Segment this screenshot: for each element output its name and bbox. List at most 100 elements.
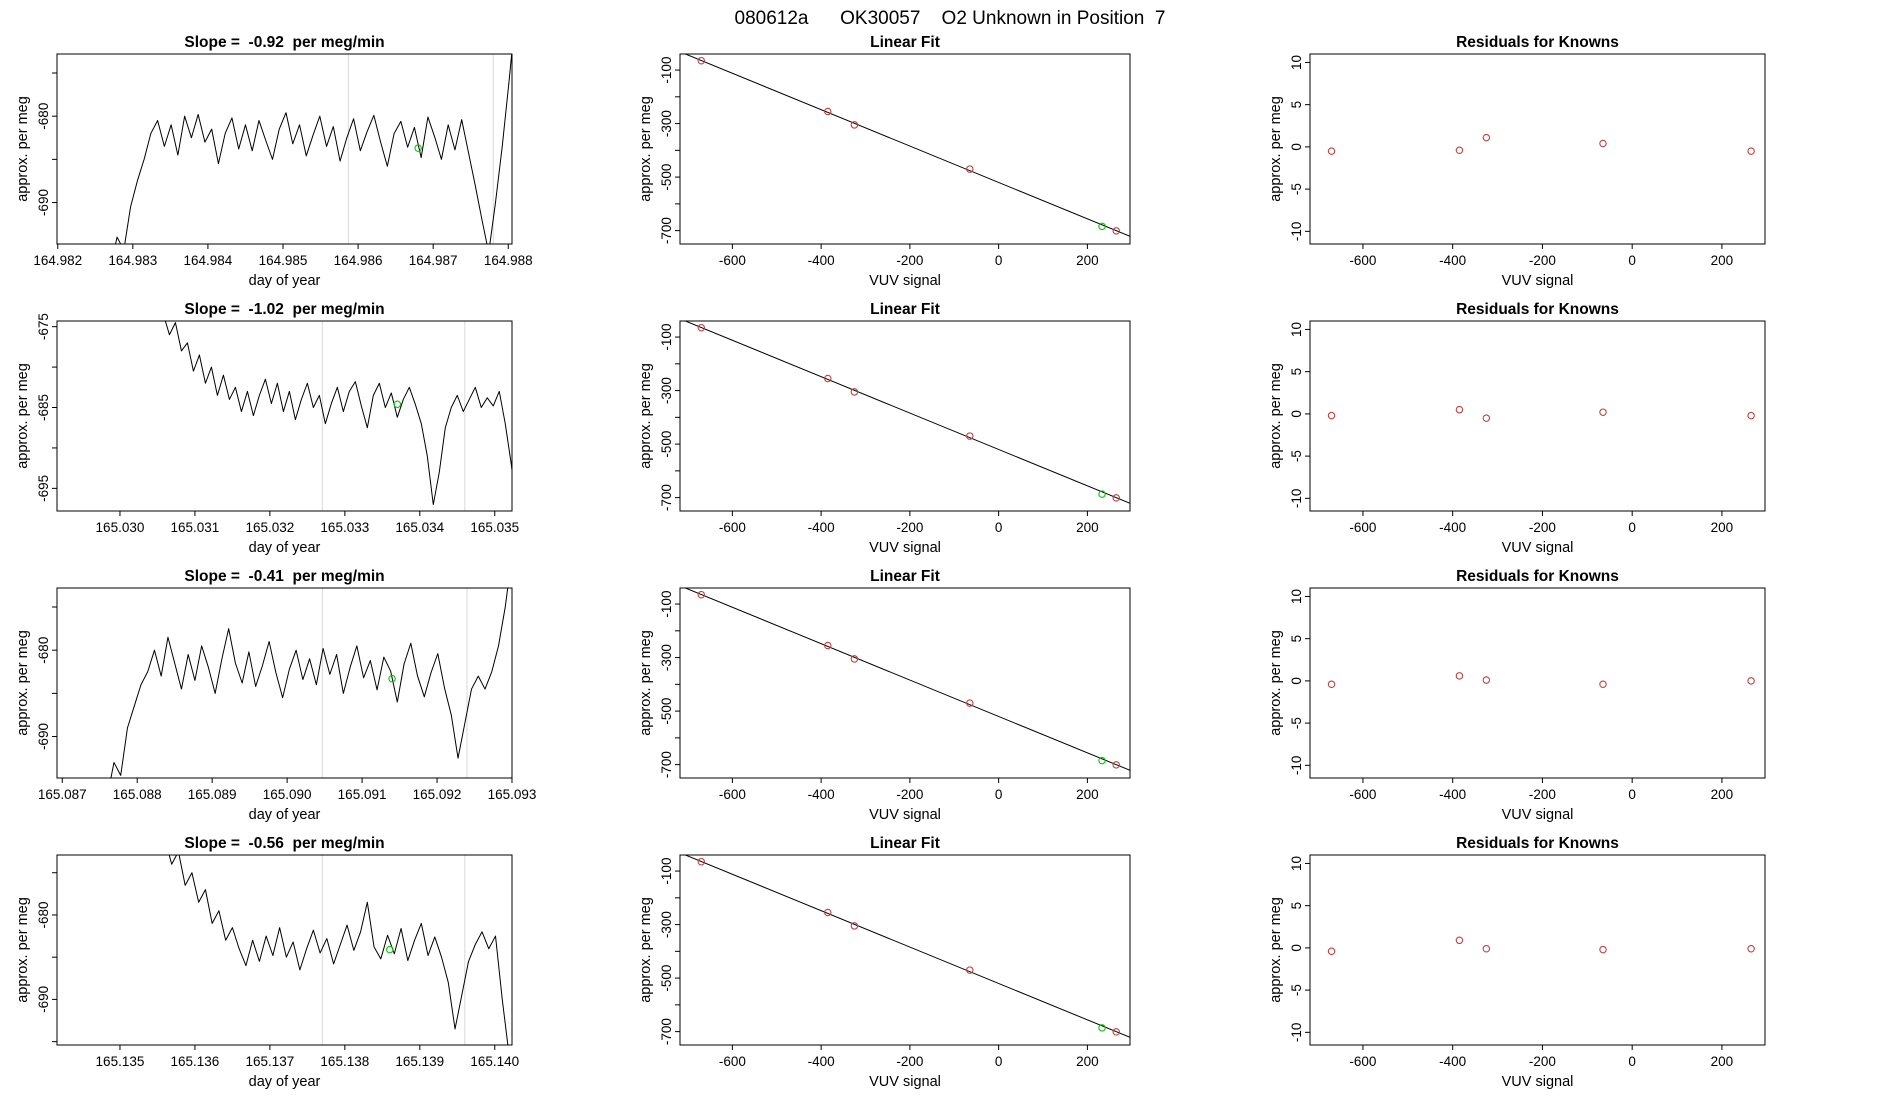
y-tick-label: 10 bbox=[1289, 55, 1304, 70]
linear-fit-plot-row4: -600 -400 -200 0 200 -700 -500 -300 -100 Linear F… bbox=[638, 835, 1131, 1090]
x-tick-label: -200 bbox=[1529, 1054, 1556, 1069]
chart-title: Residuals for Knowns bbox=[1456, 835, 1619, 852]
x-axis-label: VUV signal bbox=[1502, 540, 1574, 556]
unknown-marker bbox=[393, 400, 402, 409]
known-point bbox=[850, 388, 859, 396]
known-point bbox=[1482, 133, 1491, 142]
y-tick-label: -500 bbox=[659, 698, 674, 725]
fit-line bbox=[684, 855, 1130, 1038]
y-axis-label: approx. per meg bbox=[638, 630, 654, 736]
known-point bbox=[1327, 411, 1336, 420]
y-tick-label: 5 bbox=[1289, 635, 1304, 643]
unknown-point bbox=[1098, 756, 1106, 765]
plot-box bbox=[679, 854, 1131, 1046]
x-tick-label: 164.985 bbox=[259, 253, 308, 268]
plot-box bbox=[1309, 587, 1766, 779]
y-tick-label: -300 bbox=[659, 644, 674, 671]
x-tick-label: 0 bbox=[1628, 1054, 1636, 1069]
x-axis-label: VUV signal bbox=[869, 273, 941, 289]
y-tick-label: -690 bbox=[36, 723, 51, 750]
x-tick-label: -400 bbox=[1439, 520, 1466, 535]
known-point bbox=[824, 107, 832, 116]
y-axis-label: approx. per meg bbox=[638, 897, 654, 1003]
x-tick-label: -200 bbox=[1529, 253, 1556, 268]
y-tick-label: -300 bbox=[659, 110, 674, 137]
linear-fit-plot-row1: -600 -400 -200 0 200 -700 -500 -300 -100 Linear F… bbox=[638, 34, 1131, 289]
known-point bbox=[1327, 680, 1336, 689]
y-tick-label: -500 bbox=[659, 965, 674, 992]
x-tick-label: 165.136 bbox=[171, 1054, 220, 1069]
y-axis-label: approx. per meg bbox=[638, 363, 654, 469]
y-tick-label: -5 bbox=[1289, 984, 1304, 996]
x-tick-label: 165.092 bbox=[413, 787, 462, 802]
x-axis-label: day of year bbox=[249, 1074, 321, 1090]
y-tick-label: -10 bbox=[1289, 756, 1304, 776]
y-tick-label: -675 bbox=[36, 313, 51, 340]
x-tick-label: 200 bbox=[1076, 1054, 1099, 1069]
known-point bbox=[1112, 227, 1120, 235]
x-tick-label: -400 bbox=[1439, 253, 1466, 268]
residuals-plot-row2: -600 -400 -200 0 200 -10 -5 0 5 10 Residuals for K… bbox=[1268, 301, 1766, 556]
unknown-point bbox=[1098, 1024, 1106, 1032]
unknown-marker bbox=[386, 945, 394, 954]
y-tick-label: -695 bbox=[36, 475, 51, 502]
x-tick-label: 0 bbox=[995, 253, 1003, 268]
plot-box bbox=[679, 53, 1131, 245]
y-axis-label: approx. per meg bbox=[1268, 96, 1284, 202]
unknown-marker bbox=[414, 144, 422, 152]
plot-grid: 164.982 164.983 164.984 164.985 164.986 164.9… bbox=[0, 32, 1900, 1100]
y-tick-label: -100 bbox=[659, 324, 674, 351]
y-tick-label: -690 bbox=[36, 189, 51, 216]
known-point bbox=[824, 908, 832, 917]
chart-title: Linear Fit bbox=[870, 34, 940, 51]
x-tick-label: 165.139 bbox=[395, 1054, 444, 1069]
chart-title: Slope = -0.92 per meg/min bbox=[184, 34, 384, 51]
known-point bbox=[1599, 680, 1607, 689]
x-tick-label: -400 bbox=[808, 253, 835, 268]
timeseries-plot-row3: 165.087 165.088 165.089 165.090 165.091 165.0… bbox=[15, 568, 536, 823]
y-axis-label: approx. per meg bbox=[638, 96, 654, 202]
y-tick-label: 5 bbox=[1289, 101, 1304, 109]
signal-trace bbox=[110, 588, 509, 778]
linear-fit-plot-row3: -600 -400 -200 0 200 -700 -500 -300 -100 Linear F… bbox=[638, 568, 1131, 823]
known-point bbox=[1747, 944, 1755, 953]
plot-box bbox=[1309, 53, 1766, 245]
y-tick-label: -500 bbox=[659, 164, 674, 191]
y-tick-label: -700 bbox=[659, 217, 674, 244]
y-tick-label: -10 bbox=[1289, 489, 1304, 509]
linear-fit-plot-row2: -600 -400 -200 0 200 -700 -500 -300 -100 Linear F… bbox=[638, 301, 1131, 556]
y-tick-label: -700 bbox=[659, 1018, 674, 1045]
chart-title: Linear Fit bbox=[870, 835, 940, 852]
y-tick-label: 0 bbox=[1289, 944, 1304, 952]
y-axis-label: approx. per meg bbox=[1268, 630, 1284, 736]
x-tick-label: 165.091 bbox=[338, 787, 387, 802]
x-tick-label: -600 bbox=[1349, 520, 1376, 535]
plot-box bbox=[1309, 320, 1766, 512]
known-point bbox=[1455, 146, 1464, 155]
signal-trace bbox=[164, 321, 512, 506]
known-point bbox=[850, 121, 859, 129]
known-point bbox=[1327, 147, 1336, 155]
y-tick-label: -685 bbox=[36, 394, 51, 421]
known-point bbox=[1747, 677, 1755, 685]
plot-box bbox=[679, 587, 1131, 779]
x-tick-label: 164.988 bbox=[484, 253, 533, 268]
x-tick-label: -400 bbox=[808, 1054, 835, 1069]
y-tick-label: -5 bbox=[1289, 450, 1304, 462]
x-axis-label: day of year bbox=[249, 540, 321, 556]
chart-title: Slope = -0.56 per meg/min bbox=[184, 835, 384, 852]
known-point bbox=[1455, 936, 1464, 945]
known-point bbox=[966, 165, 974, 173]
y-tick-label: 5 bbox=[1289, 902, 1304, 910]
x-tick-label: 164.986 bbox=[334, 253, 383, 268]
residuals-plot-row3: -600 -400 -200 0 200 -10 -5 0 5 10 Residuals for K… bbox=[1268, 568, 1766, 823]
known-point bbox=[966, 432, 974, 440]
x-tick-label: 200 bbox=[1076, 787, 1099, 802]
residuals-plot-row1: -600 -400 -200 0 200 -10 -5 0 5 10 Residuals for K… bbox=[1268, 34, 1766, 289]
x-axis-label: VUV signal bbox=[1502, 1074, 1574, 1090]
chart-title: Linear Fit bbox=[870, 301, 940, 318]
x-tick-label: -600 bbox=[719, 520, 746, 535]
chart-title: Residuals for Knowns bbox=[1456, 568, 1619, 585]
y-tick-label: 0 bbox=[1289, 410, 1304, 418]
y-tick-label: -100 bbox=[659, 57, 674, 84]
